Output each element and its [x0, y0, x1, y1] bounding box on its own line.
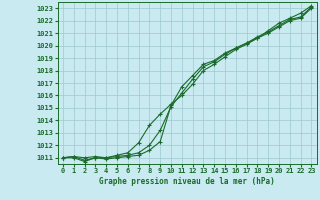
- X-axis label: Graphe pression niveau de la mer (hPa): Graphe pression niveau de la mer (hPa): [99, 177, 275, 186]
